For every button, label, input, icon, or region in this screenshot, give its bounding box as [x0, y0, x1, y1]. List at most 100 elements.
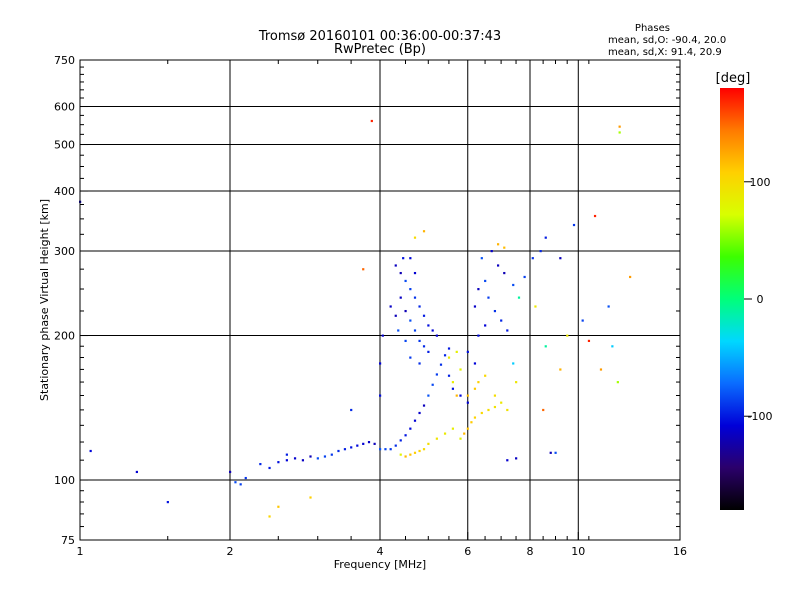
- data-point: [459, 368, 462, 371]
- data-point: [618, 131, 621, 134]
- data-point: [413, 451, 417, 454]
- data-point: [259, 462, 262, 466]
- data-point: [544, 236, 547, 239]
- data-point: [572, 223, 576, 227]
- data-point: [309, 496, 312, 499]
- data-point: [399, 453, 402, 456]
- data-point: [330, 453, 333, 456]
- data-point: [268, 515, 271, 518]
- data-point: [455, 394, 458, 397]
- data-point: [447, 374, 451, 377]
- data-point: [316, 457, 319, 460]
- data-point: [381, 334, 384, 337]
- data-point: [409, 288, 412, 291]
- data-point: [506, 329, 509, 332]
- data-point: [607, 305, 610, 308]
- legend-line-o: mean, sd,O: -90.4, 20.0: [608, 35, 726, 46]
- data-point: [477, 334, 480, 337]
- data-point: [503, 271, 506, 275]
- x-axis-label: Frequency [MHz]: [334, 558, 426, 571]
- data-point: [409, 453, 412, 456]
- data-point: [418, 362, 421, 365]
- data-point: [451, 381, 455, 384]
- data-points: [79, 119, 632, 518]
- data-point: [413, 271, 417, 275]
- y-tick-label: 300: [54, 245, 75, 258]
- data-point: [515, 457, 518, 460]
- y-tick-label: 75: [61, 534, 75, 547]
- data-point: [484, 279, 487, 283]
- data-point: [493, 309, 497, 313]
- data-point: [506, 459, 509, 462]
- data-point: [362, 268, 365, 271]
- data-point: [459, 437, 462, 440]
- y-tick-label: 400: [54, 185, 75, 198]
- data-point: [285, 453, 288, 456]
- data-point: [384, 448, 387, 451]
- data-point: [404, 339, 407, 343]
- data-point: [443, 354, 447, 357]
- data-point: [566, 334, 569, 337]
- x-tick-label: 1: [77, 545, 84, 558]
- data-point: [480, 411, 483, 415]
- data-point: [277, 505, 280, 508]
- data-point: [470, 421, 473, 424]
- data-point: [466, 427, 469, 430]
- data-point: [244, 476, 247, 480]
- colorbar-tick-label: -100: [748, 410, 773, 423]
- data-point: [409, 356, 412, 359]
- data-point: [459, 394, 462, 397]
- colorbar-ticks: 100 0 -100: [744, 176, 772, 423]
- data-point: [350, 446, 353, 449]
- chart-subtitle: RwPretec (Bp): [334, 42, 426, 57]
- data-point: [409, 427, 412, 430]
- data-point: [413, 419, 417, 422]
- data-point: [531, 257, 534, 260]
- data-point: [301, 459, 305, 462]
- data-point: [379, 362, 382, 365]
- data-point: [418, 305, 421, 308]
- y-tick-label: 500: [54, 139, 75, 152]
- data-point: [480, 257, 483, 260]
- data-point: [431, 329, 434, 332]
- data-point: [512, 362, 515, 365]
- data-point: [379, 448, 382, 451]
- data-point: [544, 345, 547, 348]
- data-point: [466, 394, 469, 397]
- data-point: [506, 408, 509, 412]
- data-point: [422, 448, 426, 451]
- data-point: [451, 387, 455, 390]
- data-point: [599, 368, 603, 371]
- data-point: [399, 271, 402, 275]
- data-point: [268, 466, 271, 470]
- colorbar-label: [deg]: [716, 71, 751, 86]
- grid-lines: [80, 60, 680, 540]
- data-point: [404, 434, 407, 437]
- data-point: [285, 459, 288, 462]
- data-point: [409, 319, 412, 322]
- chart-title: Tromsø 20160101 00:36:00-00:37:43: [258, 29, 501, 44]
- data-point: [490, 250, 493, 253]
- data-point: [523, 275, 526, 279]
- x-tick-label: 8: [527, 545, 534, 558]
- y-tick-label: 600: [54, 101, 75, 114]
- data-point: [309, 455, 312, 458]
- y-axis-label: Stationary phase Virtual Height [km]: [38, 199, 51, 401]
- data-point: [370, 119, 373, 123]
- y-tick-label: 200: [54, 330, 75, 343]
- data-point: [629, 275, 632, 279]
- data-point: [422, 345, 426, 348]
- data-point: [593, 214, 597, 218]
- data-point: [559, 368, 562, 371]
- data-point: [512, 283, 515, 287]
- x-tick-label: 6: [464, 545, 471, 558]
- data-point: [234, 481, 237, 484]
- data-point: [503, 246, 506, 249]
- legend-line-x: mean, sd,X: 91.4, 20.9: [608, 47, 722, 58]
- y-axis-ticks: 75 100 200 300 400 500 600 750: [54, 54, 680, 547]
- data-point: [463, 432, 466, 435]
- data-point: [394, 444, 397, 447]
- data-point: [496, 243, 500, 246]
- data-point: [611, 345, 614, 348]
